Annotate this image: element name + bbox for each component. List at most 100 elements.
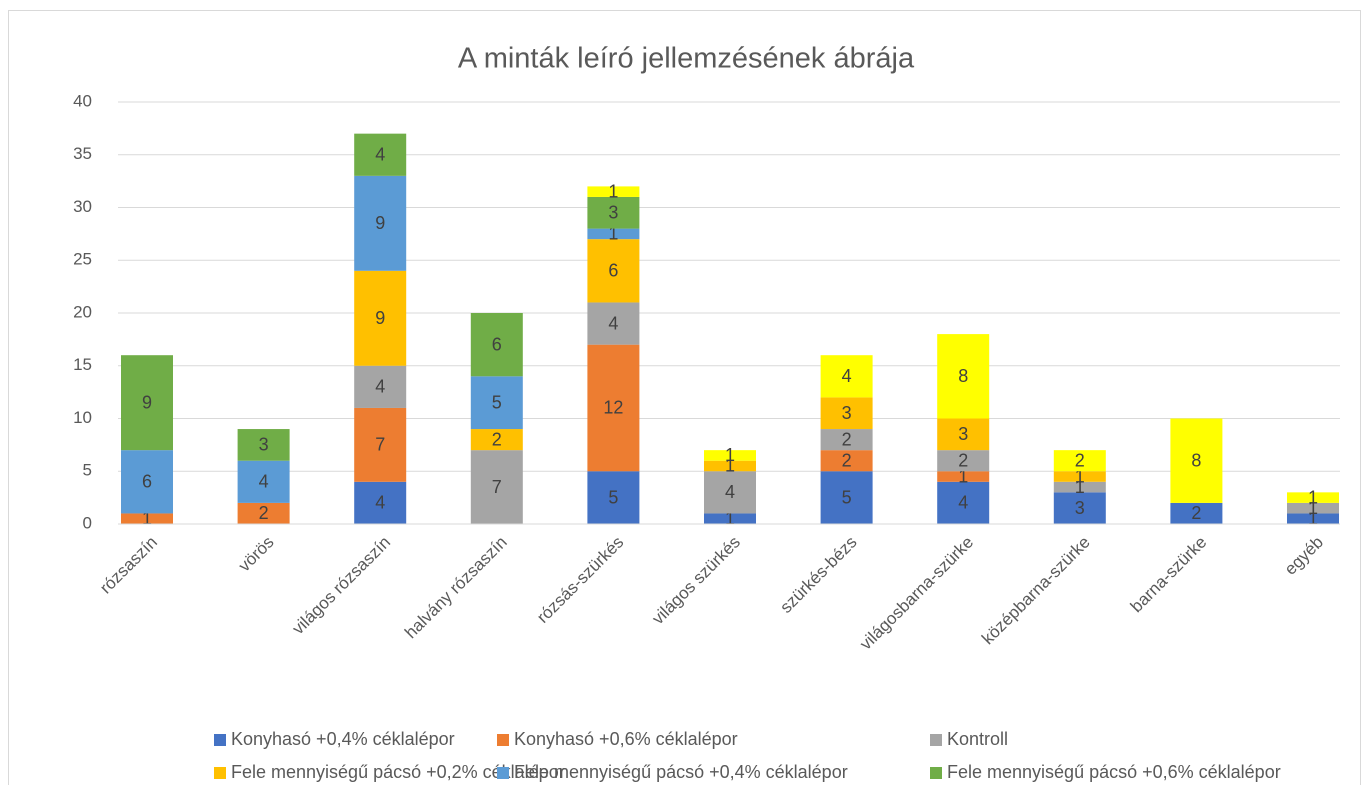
value-label: 2 bbox=[958, 450, 968, 470]
bar-segment bbox=[1287, 492, 1339, 503]
legend-swatch bbox=[214, 767, 226, 779]
bar-segment bbox=[820, 429, 873, 451]
bar-segment bbox=[1053, 471, 1106, 482]
value-label: 1 bbox=[958, 466, 968, 486]
bar-segment bbox=[587, 196, 640, 229]
chart-title: A minták leíró jellemzésének ábrája bbox=[458, 43, 915, 75]
value-label: 2 bbox=[259, 503, 269, 523]
value-label: 1 bbox=[1308, 498, 1318, 518]
value-label: 9 bbox=[375, 213, 385, 233]
bar-segment bbox=[820, 471, 873, 524]
value-label: 4 bbox=[375, 377, 385, 397]
value-label: 4 bbox=[842, 366, 852, 386]
value-label: 9 bbox=[142, 392, 152, 412]
bar-segment bbox=[587, 186, 640, 197]
bar-segment bbox=[237, 502, 290, 524]
value-label: 1 bbox=[1075, 477, 1085, 497]
bar-segment bbox=[587, 344, 640, 472]
bar-segment bbox=[704, 460, 756, 472]
bar-segment bbox=[937, 418, 990, 451]
value-label: 1 bbox=[725, 456, 735, 476]
y-tick-label: 15 bbox=[73, 355, 92, 374]
value-label: 2 bbox=[492, 429, 502, 449]
bar-segment bbox=[587, 228, 640, 240]
y-tick-label: 35 bbox=[73, 144, 92, 163]
value-label: 4 bbox=[375, 493, 385, 513]
value-label: 8 bbox=[1191, 450, 1201, 470]
y-tick-label: 5 bbox=[83, 461, 92, 480]
value-label: 2 bbox=[1191, 503, 1201, 523]
value-label: 1 bbox=[608, 181, 618, 201]
bar-segment bbox=[354, 365, 407, 408]
value-label: 4 bbox=[259, 472, 269, 492]
value-label: 3 bbox=[608, 203, 618, 223]
bar-segment bbox=[820, 450, 873, 472]
bar-segment bbox=[587, 471, 640, 524]
legend-label: Konyhasó +0,6% céklalépor bbox=[514, 729, 738, 749]
legend-swatch bbox=[497, 734, 509, 746]
y-tick-label: 10 bbox=[73, 408, 92, 427]
y-tick-label: 25 bbox=[73, 250, 92, 269]
legend-swatch bbox=[214, 734, 226, 746]
value-label: 7 bbox=[375, 435, 385, 455]
bar-segment bbox=[1053, 450, 1106, 472]
legend-swatch bbox=[497, 767, 509, 779]
bar-segment bbox=[937, 450, 990, 472]
value-label: 6 bbox=[492, 334, 502, 354]
value-label: 4 bbox=[608, 313, 618, 333]
bar-segment bbox=[587, 239, 640, 303]
bar-segment bbox=[1287, 502, 1339, 514]
bar-segment bbox=[1287, 513, 1339, 524]
bar-segment bbox=[470, 450, 523, 524]
bar-segment bbox=[354, 175, 407, 271]
bar-segment bbox=[470, 376, 523, 430]
bar-segment bbox=[937, 471, 990, 482]
value-label: 2 bbox=[1075, 450, 1085, 470]
bar-segment bbox=[704, 513, 756, 524]
bar-segment bbox=[470, 313, 523, 377]
value-label: 5 bbox=[492, 392, 502, 412]
bar-segment bbox=[937, 334, 990, 419]
bar-segment bbox=[820, 397, 873, 430]
chart-border bbox=[8, 10, 1361, 785]
value-label: 1 bbox=[608, 224, 618, 244]
legend-swatch bbox=[930, 767, 942, 779]
value-label: 1 bbox=[1075, 466, 1085, 486]
bar-segment bbox=[470, 429, 523, 451]
bar-segment bbox=[121, 355, 173, 451]
value-label: 3 bbox=[958, 424, 968, 444]
value-label: 3 bbox=[1075, 498, 1085, 518]
bar-segment bbox=[820, 355, 873, 398]
value-label: 2 bbox=[842, 450, 852, 470]
value-label: 7 bbox=[492, 477, 502, 497]
value-label: 2 bbox=[842, 429, 852, 449]
legend-label: Fele mennyiségű pácsó +0,4% céklalépor bbox=[514, 762, 848, 782]
y-tick-label: 20 bbox=[73, 302, 92, 321]
bar-segment bbox=[354, 407, 407, 482]
legend-label: Kontroll bbox=[947, 729, 1008, 749]
value-label: 12 bbox=[603, 398, 623, 418]
bar-segment bbox=[354, 481, 407, 524]
value-label: 1 bbox=[725, 445, 735, 465]
bar-segment bbox=[937, 481, 990, 524]
value-label: 4 bbox=[958, 493, 968, 513]
value-label: 3 bbox=[259, 435, 269, 455]
value-label: 8 bbox=[958, 366, 968, 386]
bar-segment bbox=[237, 429, 290, 461]
bar-segment bbox=[1170, 502, 1223, 524]
value-label: 6 bbox=[142, 472, 152, 492]
bar-segment bbox=[237, 460, 290, 503]
bar-segment bbox=[1170, 418, 1223, 503]
bar-segment bbox=[704, 471, 756, 514]
y-tick-label: 0 bbox=[83, 513, 92, 532]
y-tick-label: 30 bbox=[73, 197, 92, 216]
value-label: 9 bbox=[375, 308, 385, 328]
legend-label: Fele mennyiségű pácsó +0,2% céklalépor bbox=[231, 762, 565, 782]
value-label: 4 bbox=[375, 145, 385, 165]
bar-segment bbox=[354, 270, 407, 366]
legend-label: Konyhasó +0,4% céklalépor bbox=[231, 729, 455, 749]
value-label: 1 bbox=[1308, 508, 1318, 528]
bar-segment bbox=[587, 302, 640, 345]
legend-swatch bbox=[930, 734, 942, 746]
